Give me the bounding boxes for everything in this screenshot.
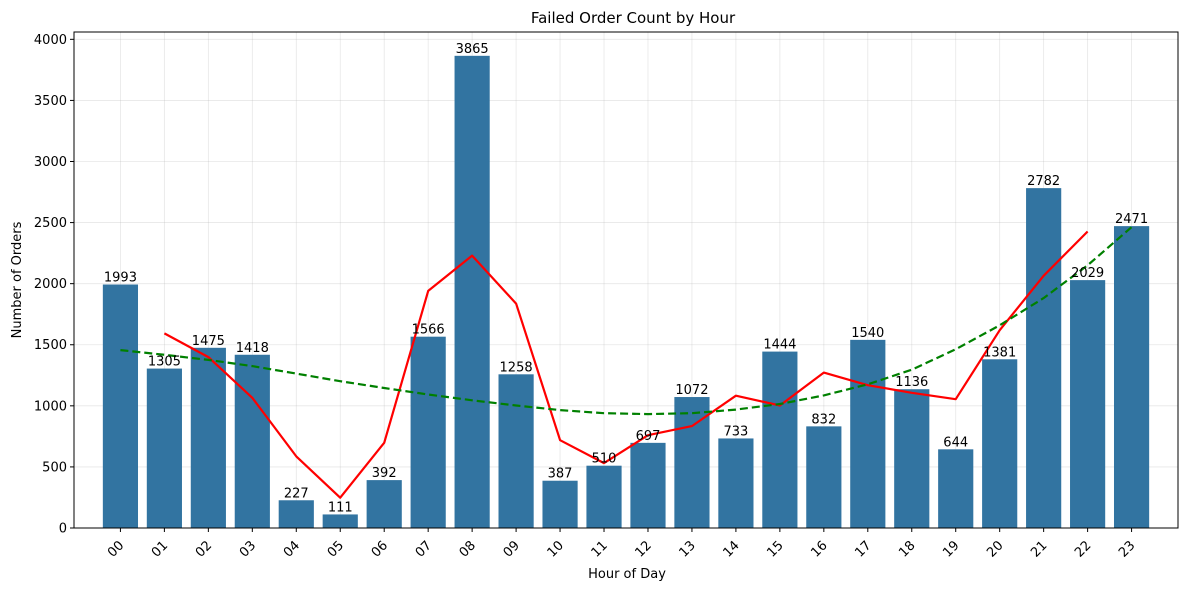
bar	[982, 359, 1018, 528]
bar-value-label: 387	[548, 467, 573, 482]
bar	[1113, 226, 1150, 528]
trend-line-dashed	[120, 226, 1133, 416]
bar	[410, 336, 446, 528]
y-tick-label: 0	[59, 522, 67, 537]
bar-value-label: 3865	[456, 42, 489, 57]
bar-value-label: 1444	[763, 338, 796, 353]
bar	[586, 465, 622, 528]
x-axis-label: Hour of Day	[588, 567, 666, 582]
bars	[102, 55, 1150, 528]
bar	[366, 480, 402, 528]
bar-value-label: 1136	[895, 375, 928, 390]
bar	[718, 438, 754, 528]
bar-value-label: 2782	[1027, 174, 1060, 189]
y-tick-label: 4000	[34, 33, 67, 48]
bar-value-labels: 1993 1305 1475 1418 227 111 392 1566 3865 1258 387…	[104, 42, 1148, 516]
plot-frame	[73, 31, 1179, 529]
y-axis-ticks: 0 500 1000 1500 2000 2500 3000 3500 4000	[34, 33, 74, 537]
bar	[322, 514, 358, 528]
bar	[498, 374, 534, 528]
bar-value-label: 1475	[192, 334, 225, 349]
chart-title: Failed Order Count by Hour	[531, 9, 736, 27]
bar-value-label: 1381	[983, 345, 1016, 360]
bar	[1070, 280, 1106, 528]
bar	[894, 389, 930, 528]
bar-value-label: 1258	[500, 360, 533, 375]
bar-value-label: 1072	[675, 383, 708, 398]
trend-lines	[120, 226, 1133, 499]
y-tick-label: 2000	[34, 277, 67, 292]
bar	[1026, 188, 1062, 528]
bar	[278, 500, 314, 528]
bar-value-label: 2471	[1115, 212, 1148, 227]
bar-value-label: 644	[943, 435, 968, 450]
bar	[542, 480, 578, 528]
bar	[190, 347, 226, 528]
bar	[938, 449, 974, 528]
bar-value-label: 733	[723, 424, 748, 439]
y-tick-label: 500	[42, 460, 67, 475]
bar	[806, 426, 842, 528]
bar	[630, 442, 666, 528]
y-tick-label: 1500	[34, 338, 67, 353]
bar-value-label: 227	[284, 486, 309, 501]
y-tick-label: 1000	[34, 399, 67, 414]
bar-value-label: 2029	[1071, 266, 1104, 281]
bar-value-label: 392	[372, 466, 397, 481]
bar-value-label: 697	[636, 429, 661, 444]
bar-value-label: 111	[328, 500, 353, 515]
bar-value-label: 832	[811, 412, 836, 427]
moving-average-line	[163, 230, 1089, 499]
bar	[850, 339, 886, 528]
y-axis-label: Number of Orders	[10, 221, 25, 338]
y-tick-label: 2500	[34, 216, 67, 231]
bar	[102, 284, 139, 528]
bar-value-label: 510	[592, 452, 617, 467]
y-tick-label: 3000	[34, 155, 67, 170]
bar-value-label: 1418	[236, 341, 269, 356]
bar	[454, 55, 490, 528]
bar	[234, 354, 270, 528]
bar	[146, 368, 182, 528]
y-tick-label: 3500	[34, 94, 67, 109]
bar-value-label: 1566	[412, 323, 445, 338]
bar-value-label: 1993	[104, 271, 137, 286]
bar	[762, 351, 798, 528]
bar-value-label: 1540	[851, 326, 884, 341]
bar-value-label: 1305	[148, 355, 181, 370]
